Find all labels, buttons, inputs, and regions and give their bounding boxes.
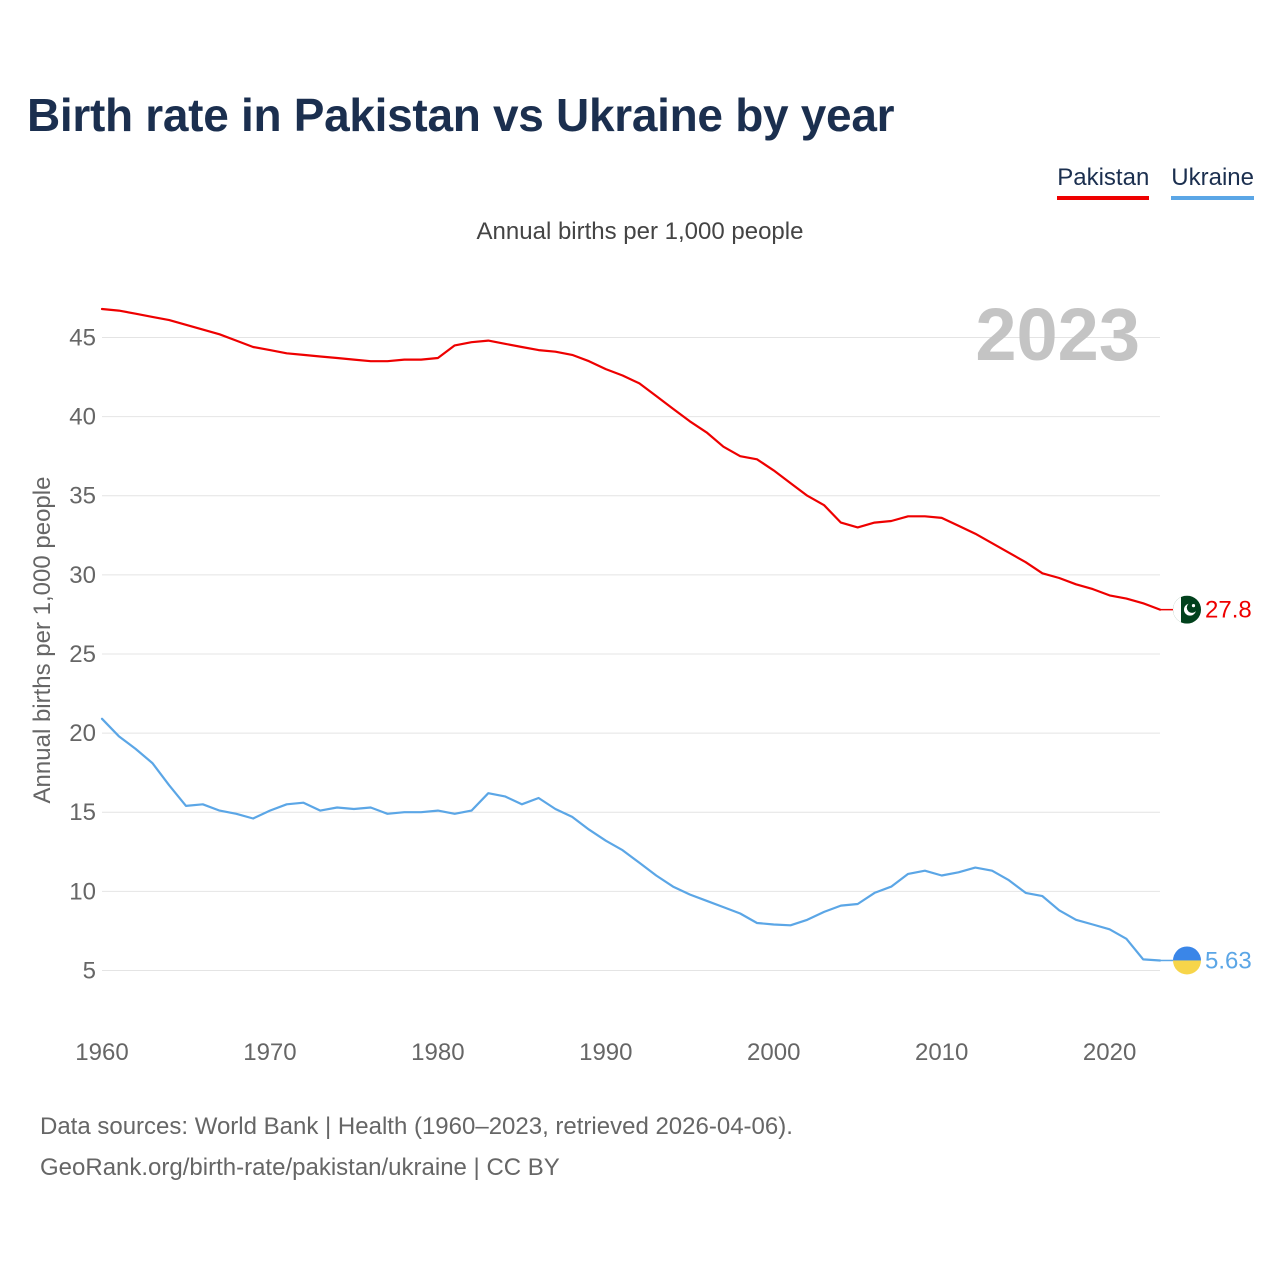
y-tick-label: 20 bbox=[69, 720, 96, 747]
y-tick-label: 25 bbox=[69, 641, 96, 668]
legend: Pakistan Ukraine bbox=[1057, 164, 1254, 200]
y-tick-label: 40 bbox=[69, 404, 96, 431]
ukraine-flag-icon bbox=[1173, 946, 1201, 975]
x-axis-ticks: 1960 1970 1980 1990 2000 2010 2020 bbox=[75, 1039, 1136, 1066]
y-tick-label: 45 bbox=[69, 324, 96, 351]
x-tick-label: 1960 bbox=[75, 1039, 128, 1066]
y-tick-label: 5 bbox=[83, 957, 96, 984]
legend-item-ukraine[interactable]: Ukraine bbox=[1171, 164, 1254, 200]
x-tick-label: 2010 bbox=[915, 1039, 968, 1066]
x-tick-label: 1970 bbox=[243, 1039, 296, 1066]
series-line-ukraine[interactable] bbox=[100, 717, 1162, 962]
end-value-pakistan: 27.8 bbox=[1205, 597, 1252, 624]
y-tick-label: 15 bbox=[69, 799, 96, 826]
series-line-pakistan[interactable] bbox=[100, 307, 1162, 611]
year-watermark: 2023 bbox=[975, 293, 1140, 376]
footer: Data sources: World Bank | Health (1960–… bbox=[40, 1106, 793, 1188]
chart-title: Birth rate in Pakistan vs Ukraine by yea… bbox=[27, 89, 895, 141]
legend-item-pakistan[interactable]: Pakistan bbox=[1057, 164, 1150, 200]
y-axis-label: Annual births per 1,000 people bbox=[29, 477, 56, 804]
y-tick-label: 30 bbox=[69, 562, 96, 589]
y-tick-label: 35 bbox=[69, 483, 96, 510]
grid bbox=[102, 336, 1160, 971]
series bbox=[100, 307, 1162, 962]
end-markers: 27.8 5.63 bbox=[1160, 595, 1252, 975]
x-tick-label: 2000 bbox=[747, 1039, 800, 1066]
x-tick-label: 1990 bbox=[579, 1039, 632, 1066]
end-value-ukraine: 5.63 bbox=[1205, 947, 1252, 974]
y-axis-ticks: 5 10 15 20 25 30 35 40 45 bbox=[69, 324, 96, 984]
x-tick-label: 2020 bbox=[1083, 1039, 1136, 1066]
y-tick-label: 10 bbox=[69, 878, 96, 905]
footer-sources: Data sources: World Bank | Health (1960–… bbox=[40, 1113, 793, 1140]
x-tick-label: 1980 bbox=[411, 1039, 464, 1066]
chart-subtitle: Annual births per 1,000 people bbox=[476, 218, 804, 245]
pakistan-flag-icon bbox=[1173, 595, 1201, 624]
footer-link[interactable]: GeoRank.org/birth-rate/pakistan/ukraine … bbox=[40, 1154, 560, 1181]
